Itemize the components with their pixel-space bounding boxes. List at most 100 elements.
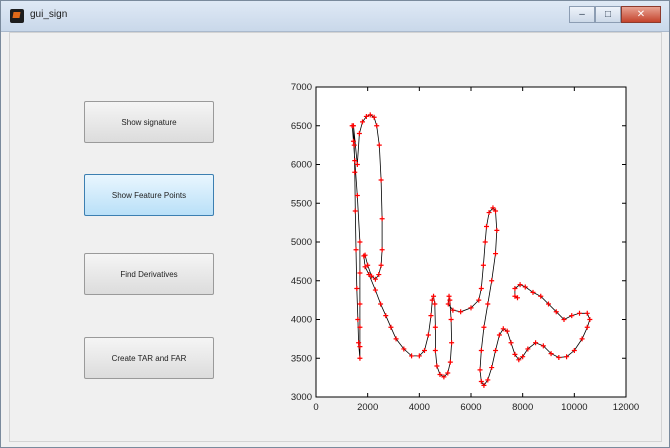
feature-point-marker	[372, 287, 378, 293]
feature-point-marker	[352, 169, 358, 175]
feature-point-marker	[493, 251, 499, 257]
show-signature-button[interactable]: Show signature	[84, 101, 214, 143]
feature-point-marker	[515, 295, 520, 301]
x-tick-label: 10000	[561, 402, 587, 413]
feature-point-marker	[357, 344, 363, 350]
y-tick-label: 6000	[291, 160, 312, 171]
minimize-button[interactable]: –	[569, 6, 595, 23]
feature-point-marker	[584, 310, 590, 316]
feature-point-marker	[512, 293, 518, 299]
feature-point-marker	[429, 297, 435, 303]
title-bar: gui_sign – □ ✕	[1, 1, 669, 32]
feature-point-marker	[486, 210, 492, 216]
feature-point-marker	[477, 367, 483, 373]
feature-point-marker	[548, 351, 554, 357]
feature-point-marker	[428, 313, 434, 319]
feature-point-marker	[468, 305, 474, 311]
plot-area	[315, 86, 627, 398]
feature-point-marker	[508, 340, 514, 346]
feature-point-marker	[540, 343, 546, 349]
feature-point-marker	[504, 328, 510, 334]
feature-point-marker	[445, 370, 451, 376]
feature-point-marker	[352, 158, 358, 164]
feature-point-marker	[350, 138, 356, 144]
feature-point-marker	[493, 348, 499, 353]
y-tick-label: 4000	[291, 315, 312, 326]
feature-point-marker	[530, 289, 536, 295]
feature-point-marker	[432, 301, 438, 307]
feature-point-marker	[564, 354, 570, 360]
y-tick-label: 3000	[291, 392, 312, 403]
figure-area: Show signature Show Feature Points Find …	[9, 32, 662, 442]
feature-point-marker	[484, 224, 489, 229]
feature-point-marker	[376, 272, 382, 278]
feature-point-marker	[362, 264, 368, 270]
feature-point-marker	[361, 253, 367, 259]
feature-point-marker	[434, 363, 440, 369]
feature-point-marker	[579, 336, 585, 342]
feature-point-marker	[350, 123, 356, 129]
y-tick-label: 7000	[291, 82, 312, 93]
feature-point-marker	[363, 113, 369, 119]
feature-point-marker	[369, 273, 375, 279]
feature-point-marker	[354, 162, 360, 167]
x-tick-label: 6000	[460, 402, 481, 413]
feature-point-marker	[355, 317, 361, 322]
window-controls: – □ ✕	[569, 6, 661, 24]
feature-point-marker	[577, 310, 582, 316]
feature-point-marker	[357, 239, 363, 245]
feature-point-marker	[553, 309, 559, 315]
feature-point-marker	[401, 346, 407, 352]
feature-point-marker	[447, 297, 453, 303]
feature-point-marker	[352, 208, 358, 214]
feature-point-marker	[587, 317, 593, 322]
y-tick-label: 4500	[291, 276, 312, 287]
y-tick-label: 6500	[291, 121, 312, 132]
feature-point-marker	[351, 142, 357, 148]
feature-point-marker	[422, 348, 427, 353]
feature-point-marker	[357, 270, 363, 276]
feature-point-marker	[520, 354, 526, 360]
feature-point-marker	[481, 324, 487, 330]
feature-point-marker	[538, 293, 544, 299]
feature-point-marker	[546, 301, 551, 307]
feature-point-marker	[448, 317, 454, 322]
feature-point-marker	[450, 307, 456, 313]
show-feature-points-button[interactable]: Show Feature Points	[84, 174, 214, 216]
feature-point-marker	[449, 340, 455, 346]
feature-point-marker	[441, 374, 447, 380]
feature-point-marker	[416, 353, 422, 359]
feature-point-marker	[365, 262, 371, 268]
feature-point-marker	[494, 227, 500, 233]
feature-point-marker	[431, 293, 437, 299]
feature-point-marker	[374, 123, 380, 129]
feature-point-marker	[476, 297, 482, 303]
feature-point-marker	[485, 377, 491, 383]
maximize-button[interactable]: □	[595, 6, 621, 23]
feature-point-marker	[379, 216, 385, 222]
feature-point-marker	[447, 359, 453, 365]
feature-point-marker	[371, 114, 377, 120]
feature-point-marker	[393, 336, 399, 342]
feature-point-marker	[478, 286, 484, 291]
feature-point-marker	[376, 142, 382, 148]
feature-point-marker	[489, 365, 495, 371]
feature-point-marker	[432, 348, 438, 353]
feature-point-marker	[432, 324, 438, 330]
feature-point-marker	[357, 301, 363, 307]
feature-point-marker	[446, 293, 452, 299]
x-tick-label: 0	[313, 402, 318, 413]
create-tar-far-button[interactable]: Create TAR and FAR	[84, 337, 214, 379]
feature-point-marker	[517, 282, 523, 288]
feature-point-marker	[522, 284, 528, 290]
feature-point-marker	[512, 286, 518, 291]
feature-point-marker	[378, 262, 384, 268]
feature-point-marker	[512, 351, 518, 357]
feature-point-marker	[561, 317, 567, 322]
feature-point-marker	[478, 379, 484, 384]
feature-point-marker	[490, 205, 496, 211]
feature-point-marker	[556, 354, 562, 360]
close-button[interactable]: ✕	[621, 6, 661, 23]
y-tick-label: 5000	[291, 237, 312, 248]
find-derivatives-button[interactable]: Find Derivatives	[84, 253, 214, 295]
